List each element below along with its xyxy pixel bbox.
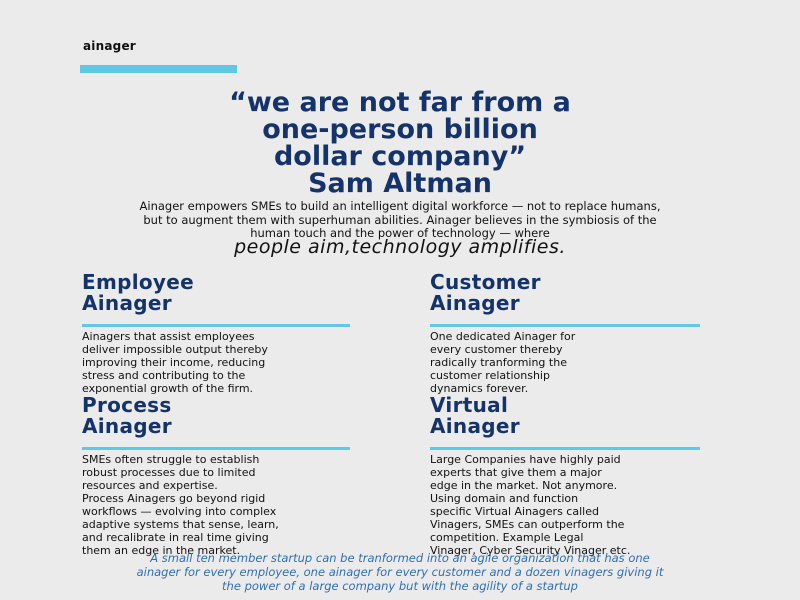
- card-body: One dedicated Ainager for every customer…: [430, 330, 700, 395]
- card-body-line: stress and contributing to the: [82, 369, 246, 382]
- card-divider: [430, 324, 700, 327]
- card-body: Ainagers that assist employees deliver i…: [82, 330, 350, 395]
- quote: “we are not far from a one-person billio…: [0, 89, 800, 197]
- card-body-line: improving their income, reducing: [82, 356, 266, 369]
- card-body-line: and recalibrate in real time giving: [82, 531, 269, 544]
- card-virtual-ainager: Virtual Ainager Large Companies have hig…: [430, 395, 700, 557]
- card-body-line: exponential growth of the firm.: [82, 382, 254, 395]
- card-title: Employee Ainager: [82, 272, 350, 314]
- brand-accent-bar: [80, 65, 237, 73]
- card-body-line: One dedicated Ainager for: [430, 330, 576, 343]
- card-title-line: Customer: [430, 270, 541, 294]
- intro-line: Ainager empowers SMEs to build an intell…: [139, 199, 661, 213]
- card-body: SMEs often struggle to establish robust …: [82, 453, 350, 557]
- card-title: Customer Ainager: [430, 272, 700, 314]
- card-body-line: competition. Example Legal: [430, 531, 584, 544]
- card-body-line: Using domain and function: [430, 492, 579, 505]
- card-title-line: Ainager: [82, 414, 172, 438]
- card-body-line: specific Virtual Ainagers called: [430, 505, 599, 518]
- card-body-line: SMEs often struggle to establish: [82, 453, 260, 466]
- card-body-line: every customer thereby: [430, 343, 563, 356]
- card-body-line: Ainagers that assist employees: [82, 330, 255, 343]
- card-title-line: Ainager: [82, 291, 172, 315]
- intro-line: human touch and the power of technology …: [250, 226, 550, 240]
- card-customer-ainager: Customer Ainager One dedicated Ainager f…: [430, 272, 700, 395]
- brand-name: ainager: [83, 39, 136, 53]
- footer-line: A small ten member startup can be tranfo…: [150, 551, 650, 565]
- card-body-line: dynamics forever.: [430, 382, 529, 395]
- card-body-line: Large Companies have highly paid: [430, 453, 621, 466]
- card-body-line: resources and expertise.: [82, 479, 218, 492]
- card-employee-ainager: Employee Ainager Ainagers that assist em…: [82, 272, 350, 395]
- card-title-line: Employee: [82, 270, 194, 294]
- card-body-line: deliver impossible output thereby: [82, 343, 268, 356]
- quote-line: one-person billion: [262, 114, 538, 145]
- footer-line: ainager for every employee, one ainager …: [136, 565, 664, 579]
- card-divider: [82, 324, 350, 327]
- footer-line: the power of a large company but with th…: [222, 579, 578, 593]
- card-body-line: Vinagers, SMEs can outperform the: [430, 518, 625, 531]
- card-divider: [430, 447, 700, 450]
- card-body-line: Process Ainagers go beyond rigid: [82, 492, 266, 505]
- card-title: Process Ainager: [82, 395, 350, 437]
- card-title-line: Process: [82, 393, 172, 417]
- card-body-line: Vinager, Cyber Security Vinager etc.: [430, 544, 631, 557]
- card-body-line: them an edge in the market.: [82, 544, 241, 557]
- card-body-line: customer relationship: [430, 369, 550, 382]
- card-body-line: robust processes due to limited: [82, 466, 256, 479]
- tagline: people aim,technology amplifies.: [234, 236, 566, 258]
- intro-line: but to augment them with superhuman abil…: [143, 212, 657, 227]
- intro-paragraph: Ainager empowers SMEs to build an intell…: [20, 199, 780, 241]
- quote-line: dollar company”: [273, 141, 527, 172]
- footer-note: A small ten member startup can be tranfo…: [0, 551, 800, 593]
- quote-line: “we are not far from a: [229, 87, 571, 118]
- card-title-line: Ainager: [430, 291, 520, 315]
- card-body: Large Companies have highly paid experts…: [430, 453, 700, 557]
- card-title: Virtual Ainager: [430, 395, 700, 437]
- card-body-line: workflows — evolving into complex: [82, 505, 277, 518]
- card-title-line: Virtual: [430, 393, 509, 417]
- card-body-line: adaptive systems that sense, learn,: [82, 518, 279, 531]
- card-divider: [82, 447, 350, 450]
- card-body-line: edge in the market. Not anymore.: [430, 479, 618, 492]
- quote-author: Sam Altman: [308, 168, 492, 199]
- card-body-line: radically tranforming the: [430, 356, 567, 369]
- card-process-ainager: Process Ainager SMEs often struggle to e…: [82, 395, 350, 557]
- card-body-line: experts that give them a major: [430, 466, 602, 479]
- card-title-line: Ainager: [430, 414, 520, 438]
